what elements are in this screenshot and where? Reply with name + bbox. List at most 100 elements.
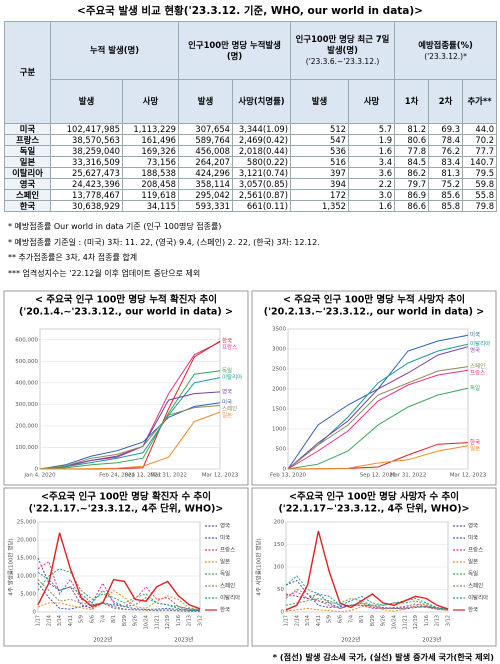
table-cell: 81.3	[428, 167, 464, 179]
note: * 예방접종률 기준일 : (미국) 3차: 11. 22, (영국) 9.4,…	[8, 237, 320, 247]
table-cell: 85.8	[428, 200, 464, 212]
table-cell: 172	[290, 189, 350, 201]
x-tick-label: Mar 31, 2022	[150, 473, 187, 479]
series-line	[39, 402, 221, 470]
table-cell: 547	[290, 134, 350, 146]
x-tick-label: 11/21	[402, 615, 408, 629]
series-line	[37, 568, 201, 610]
legend-label: 일본	[470, 445, 480, 453]
table-cell: 169,326	[121, 145, 180, 157]
table-cell: 일본	[4, 156, 51, 168]
x-tick-label: 8/1	[359, 615, 365, 623]
table-cell: 208,458	[121, 178, 180, 190]
legend-label: 독일	[220, 570, 230, 578]
series-line	[287, 369, 469, 470]
table-cell: 70.2	[462, 134, 498, 146]
table-cell: 456,008	[178, 145, 234, 157]
series-line	[285, 588, 449, 611]
table-cell: 536	[290, 145, 350, 157]
table-cell: 3.0	[348, 189, 396, 201]
y-tick-label: 100	[274, 565, 285, 571]
table-cell: 358,114	[178, 178, 234, 190]
legend-label: 영국	[470, 346, 480, 354]
x-tick-label: 3/14	[305, 615, 311, 626]
legend-label: 스페인	[470, 362, 485, 370]
series-line	[39, 405, 221, 470]
chart-subtitle: ('22.1.17.~'23.3.12., 4주 단위, WHO)>	[29, 503, 224, 515]
x-tick-label: Feb 13, 2020	[270, 473, 306, 479]
table-cell: 3,344(1.09)	[232, 123, 292, 135]
header-cell: 2차	[428, 79, 464, 124]
table-cell: 독일	[4, 145, 51, 157]
y-tick-label: 0	[283, 467, 287, 473]
legend-label: 미국	[470, 331, 480, 339]
legend-label: 미국	[222, 398, 232, 406]
table-cell: 264,207	[178, 156, 234, 168]
series-line	[285, 575, 449, 610]
chart-title: < 주요국 인구 100만 명당 누적 확진자 추이	[35, 294, 217, 306]
x-tick-label: 9/26	[133, 615, 139, 626]
legend-label: 미국	[220, 534, 230, 542]
x-tick-label: 2/14	[46, 615, 52, 626]
x-tick-label: 3/12	[446, 615, 452, 626]
table-cell: 79.5	[462, 167, 498, 179]
table-cell: 580(0.22)	[232, 156, 292, 168]
table-cell: 119,618	[121, 189, 180, 201]
x-tick-label: 7/4	[348, 615, 354, 623]
series-line	[285, 603, 449, 613]
x-tick-label: Mar 31, 2022	[390, 473, 427, 479]
table-cell: 661(0.11)	[232, 200, 292, 212]
table-cell: 79.8	[462, 200, 498, 212]
table-row: 프랑스 38,570,563 161,496 589,764 2,469(0.42) 54…	[4, 134, 498, 146]
table-cell: 30,638,929	[50, 200, 123, 212]
table-cell: 593,331	[178, 200, 234, 212]
table-cell: 79.7	[394, 178, 430, 190]
header-text: 예방접종률(%)	[418, 39, 473, 50]
header-cell: 누적 발생(명)	[49, 21, 180, 80]
legend-label: 프랑스	[220, 547, 235, 554]
header-cell: 발생	[178, 79, 234, 124]
header-cell: 사망	[121, 79, 180, 124]
legend-label: 독일	[468, 570, 478, 578]
table-cell: 38,570,563	[50, 134, 123, 146]
legend-label: 이탈리아	[222, 373, 242, 381]
x-tick-label: 2/13	[435, 615, 441, 626]
table-cell: 75.2	[428, 178, 464, 190]
header-cell: 사망	[348, 79, 396, 124]
legend-label: 독일	[470, 384, 480, 392]
y-tick-label: 600,000	[15, 337, 38, 343]
table-cell: 81.2	[394, 123, 430, 135]
x-tick-label: 11/21	[154, 615, 160, 629]
table-cell: 미국	[4, 123, 51, 135]
y-tick-label: 3500	[272, 327, 286, 333]
y-tick-label: 2500	[272, 367, 286, 373]
legend-label: 스페인	[468, 582, 483, 590]
y-tick-label: 200,000	[15, 423, 38, 429]
table-cell: 25,627,473	[50, 167, 123, 179]
series-line	[287, 366, 469, 470]
y-tick-label: 300,000	[15, 402, 38, 408]
series-line	[285, 591, 449, 611]
series-line	[37, 532, 201, 610]
charts: < 주요국 인구 100만 명당 누적 확진자 추이('20.1.4.~'23.…	[3, 290, 497, 647]
x-tick-label: Sep 12, 2021	[125, 473, 162, 479]
header-text: 인구100만 명당 최근 7일 발생(명)	[295, 34, 390, 55]
y-tick-label: 1500	[272, 407, 286, 413]
series-line	[287, 445, 469, 470]
header-cell: 발생	[290, 79, 350, 124]
x-tick-label: 2/14	[294, 615, 300, 626]
x-tick-label: 6/6	[338, 615, 344, 623]
chart-panel	[3, 487, 249, 647]
header-cell: 인구100만 명당 누적발생(명)	[178, 21, 292, 80]
y-tick-label: 500	[276, 447, 287, 453]
note: * 예방접종률 Our world in data 기준 (인구 100명당 접…	[8, 222, 222, 231]
note: *** 엄격성지수는 '22.12월 이후 업데이트 중단으로 제외	[8, 268, 201, 278]
series-line	[285, 597, 449, 611]
series-line	[39, 411, 221, 470]
table-cell: 69.3	[428, 123, 464, 135]
table-cell: 77.8	[394, 145, 430, 157]
table-cell: 77.7	[462, 145, 498, 157]
table-cell: 102,417,985	[50, 123, 123, 135]
x-tick-label: 6/6	[90, 615, 96, 623]
y-tick-label: 200	[274, 520, 285, 526]
